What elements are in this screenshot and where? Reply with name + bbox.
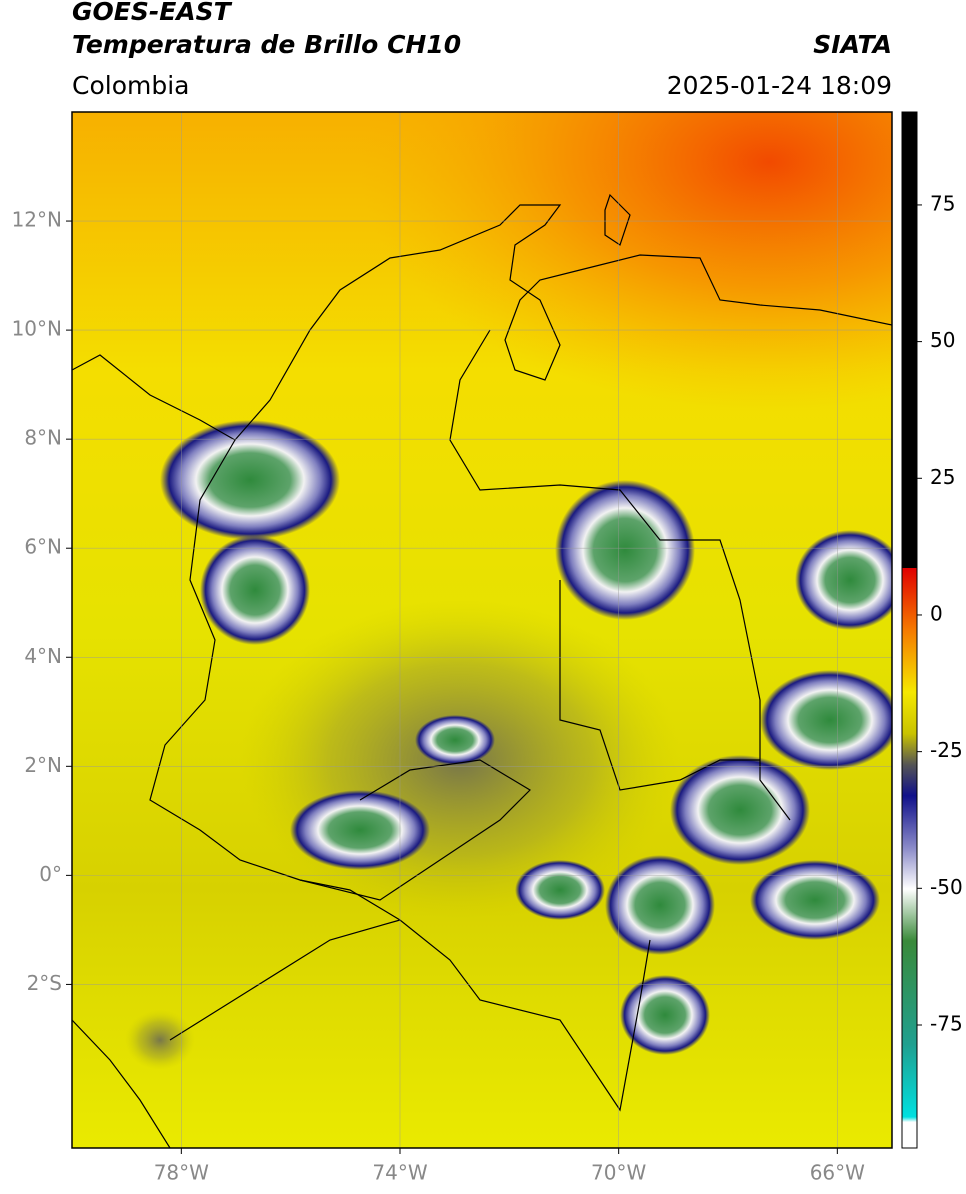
subtitle: Temperatura de Brillo CH10 <box>72 30 461 59</box>
satellite-image <box>72 112 892 1148</box>
colorbar-label: 25 <box>930 465 955 489</box>
colorbar <box>901 111 918 1149</box>
y-tick-label: 10°N <box>12 317 62 341</box>
y-tick-label: 8°N <box>24 426 62 450</box>
x-tick-label: 74°W <box>372 1161 427 1185</box>
datetime: 2025-01-24 18:09 <box>667 71 892 100</box>
grid <box>72 112 892 1148</box>
region: Colombia <box>72 71 189 100</box>
x-tick-label: 78°W <box>154 1161 209 1185</box>
y-tick-label: 2°N <box>24 753 62 777</box>
colorbar-label: -75 <box>930 1011 963 1035</box>
x-tick-label: 70°W <box>591 1161 646 1185</box>
y-tick-label: 0° <box>39 862 62 886</box>
y-tick-label: 6°N <box>24 535 62 559</box>
map-frame <box>71 111 893 1149</box>
colorbar-label: 50 <box>930 328 955 352</box>
colorbar-label: 0 <box>930 601 943 625</box>
colorbar-label: 75 <box>930 191 955 215</box>
y-tick-label: 12°N <box>12 208 62 232</box>
source: SIATA <box>813 30 892 59</box>
colorbar-label: -50 <box>930 875 963 899</box>
x-tick-label: 66°W <box>810 1161 865 1185</box>
title: GOES-EAST <box>72 0 233 26</box>
colorbar-label: -25 <box>930 738 963 762</box>
y-tick-label: 4°N <box>24 644 62 668</box>
y-tick-label: 2°S <box>27 971 62 995</box>
